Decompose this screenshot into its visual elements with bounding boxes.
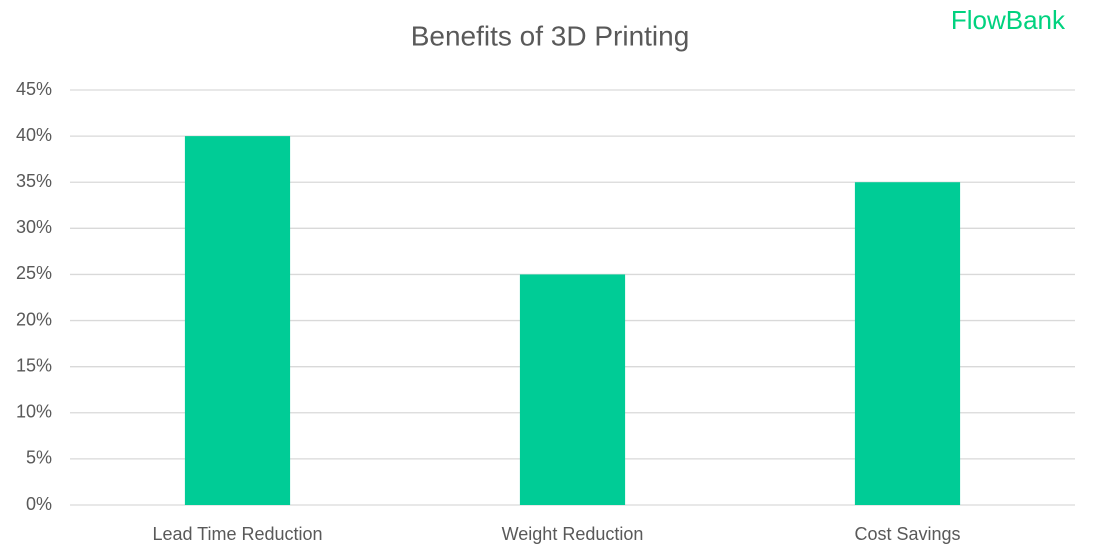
y-tick-label: 45%: [16, 79, 52, 99]
y-tick-label: 15%: [16, 355, 52, 375]
bar: [519, 274, 626, 505]
y-tick-label: 0%: [26, 494, 52, 514]
y-tick-label: 40%: [16, 125, 52, 145]
bar: [184, 136, 291, 505]
bar: [854, 182, 961, 505]
logo: FlowBank: [951, 5, 1066, 35]
x-tick-label: Lead Time Reduction: [152, 524, 322, 544]
x-tick-label: Cost Savings: [854, 524, 960, 544]
y-tick-label: 30%: [16, 217, 52, 237]
y-tick-label: 10%: [16, 402, 52, 422]
y-tick-label: 25%: [16, 263, 52, 283]
y-tick-label: 5%: [26, 448, 52, 468]
chart-title: Benefits of 3D Printing: [411, 20, 690, 51]
y-tick-label: 35%: [16, 171, 52, 191]
y-tick-label: 20%: [16, 309, 52, 329]
x-tick-label: Weight Reduction: [502, 524, 644, 544]
